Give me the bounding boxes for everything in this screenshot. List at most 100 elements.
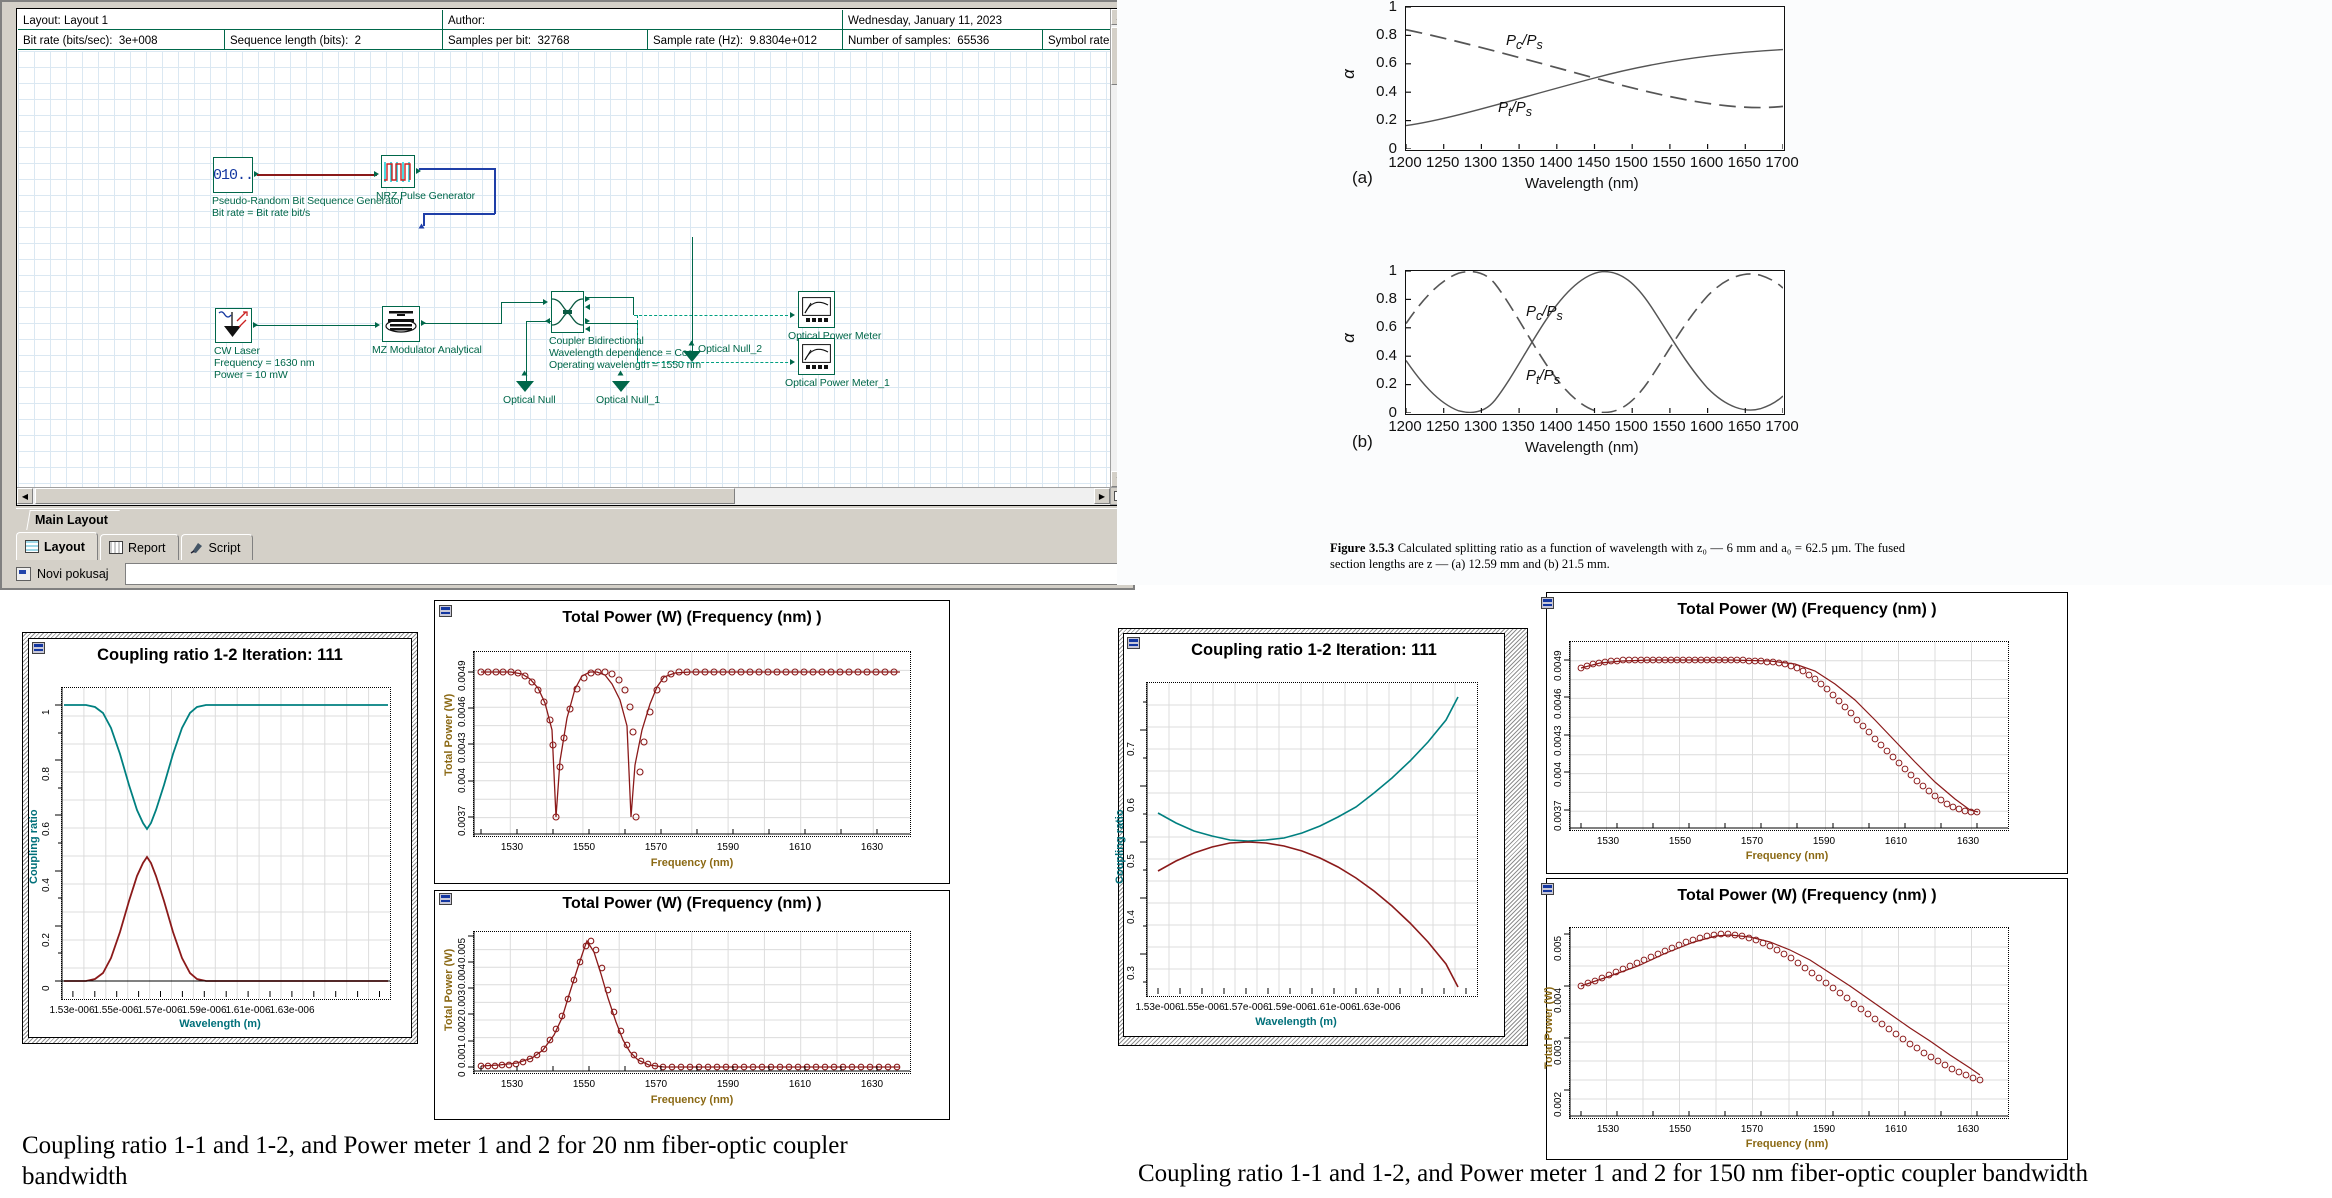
field-layout: Layout: Layout 1 <box>18 10 443 29</box>
tp150-2-xtick-1630: 1630 <box>1956 1124 1980 1135</box>
view-mode-tabs[interactable]: Layout Report Script <box>16 532 346 560</box>
project-icon <box>16 567 31 581</box>
field-sample-rate-value: 9.8304e+012 <box>749 34 817 47</box>
tp150-1-grid <box>1570 642 2008 830</box>
tp150-1-ytick-0049: 0.0049 <box>1553 650 1564 681</box>
optical-null-input-port <box>521 370 528 376</box>
tp150-2-xtick-1610: 1610 <box>1884 1124 1908 1135</box>
coupling-150nm-yaxis <box>1140 683 1148 996</box>
coupling-150nm-curves <box>1157 696 1459 988</box>
coupler-output-port-1 <box>585 296 590 302</box>
scroll-left-button[interactable]: ◀ <box>17 488 33 504</box>
tab-script[interactable]: Script <box>180 534 254 560</box>
tab-report[interactable]: Report <box>99 534 179 560</box>
panel-b-curves <box>1406 271 1783 413</box>
layout-tab-strip[interactable]: Main Layout <box>16 508 1129 530</box>
tp20-1-ytick-0049: 0.0049 <box>457 660 468 691</box>
schematic-canvas[interactable]: 010.. Pseudo-Random Bit Sequence Generat… <box>18 51 1110 487</box>
tp20-2-xtick-1590: 1590 <box>716 1079 740 1090</box>
component-nrz[interactable]: NRZ Pulse Generator <box>376 155 475 202</box>
figure-panel-a: Pc/Ps Pt/Ps 1 0.8 0.6 0.4 0.2 0 α 1200 1… <box>1330 0 1840 250</box>
panel-a-ytick-1: 1 <box>1388 0 1397 15</box>
panel-a-xtick-1300: 1300 <box>1463 154 1498 171</box>
component-optical-power-meter[interactable]: Optical Power Meter <box>788 291 881 342</box>
graph-window-total-power-20nm-1[interactable]: Total Power (W) (Frequency (nm) ) <box>434 600 950 884</box>
panel-a-label-pt: Pt/Ps <box>1498 99 1532 119</box>
tp20-1-xtick-1550: 1550 <box>572 842 596 853</box>
tp20-1-title: Total Power (W) (Frequency (nm) ) <box>562 609 822 626</box>
hscroll-thumb[interactable] <box>35 488 735 504</box>
field-sequence-length: Sequence length (bits): 2 <box>225 30 443 49</box>
panel-a-ytick-02: 0.2 <box>1376 111 1397 128</box>
tp20-2-ytick-0: 0 <box>457 1071 468 1077</box>
component-prbs[interactable]: 010.. Pseudo-Random Bit Sequence Generat… <box>212 157 403 219</box>
tp150-1-xtick-1630: 1630 <box>1956 836 1980 847</box>
panel-b-xtick-1700: 1700 <box>1765 418 1799 435</box>
optical-power-meter-1-title: Optical Power Meter_1 <box>785 377 890 389</box>
graph-window-total-power-150nm-1[interactable]: Total Power (W) (Frequency (nm) ) <box>1541 592 2068 874</box>
scroll-right-button[interactable]: ▶ <box>1094 488 1110 504</box>
panel-a-xtick-1450: 1450 <box>1576 154 1611 171</box>
tp150-1-curve <box>1577 656 1981 816</box>
power-meter-input-port <box>790 312 795 318</box>
coupling-150nm-body: Coupling ratio 1-2 Iteration: 111 <box>1114 633 1505 1037</box>
coupling-20nm-xtick-1: 1.53e-006 <box>49 1005 95 1016</box>
panel-b-xlabel: Wavelength (nm) <box>1525 439 1639 456</box>
tp150-1-xlabel: Frequency (nm) <box>1745 850 1829 862</box>
tp150-2-ytick-0005: 0.005 <box>1553 935 1564 961</box>
graph-window-total-power-150nm-2[interactable]: Total Power (W) (Frequency (nm) ) <box>1541 878 2068 1160</box>
tab-layout[interactable]: Layout <box>16 532 98 560</box>
tp150-1-plot <box>1564 641 2009 831</box>
wire-mz-right <box>424 323 502 325</box>
graph-window-coupling-ratio-20nm[interactable]: Coupling ratio 1-2 Iteration: 111 <box>22 632 418 1044</box>
optical-null-2-icon <box>683 351 701 362</box>
component-cw-laser[interactable]: CW Laser Frequency = 1630 nm Power = 10 … <box>214 308 315 381</box>
panel-b-ytick-1: 1 <box>1388 262 1397 279</box>
panel-a-xtick-1400: 1400 <box>1539 154 1573 171</box>
coupling-20nm-xtick-5: 1.61e-006 <box>225 1005 271 1016</box>
field-bit-rate: Bit rate (bits/sec): 3e+008 <box>18 30 225 49</box>
component-mz-modulator[interactable]: MZ Modulator Analytical <box>372 306 482 356</box>
mz-modulator-title: MZ Modulator Analytical <box>372 344 482 356</box>
prbs-output-port <box>254 171 259 177</box>
textbook-figure-panel: Pc/Ps Pt/Ps 1 0.8 0.6 0.4 0.2 0 α 1200 1… <box>1117 0 2332 585</box>
optisystem-window: Layout: Layout 1 Author: Wednesday, Janu… <box>0 0 1135 590</box>
coupler-output-port-3 <box>585 318 590 324</box>
coupling-20nm-xtick-2: 1.55e-006 <box>93 1005 139 1016</box>
canvas-horizontal-scrollbar[interactable]: ◀ ▶ <box>17 487 1110 505</box>
graph-window-total-power-20nm-2[interactable]: Total Power (W) (Frequency (nm) ) <box>434 890 950 1120</box>
wire-nrz-to-mz <box>423 213 425 226</box>
coupling-20nm-ytick-02: 0.2 <box>41 933 52 947</box>
panel-a-xtick-1200: 1200 <box>1388 154 1422 171</box>
panel-b-xtick-1200: 1200 <box>1388 418 1422 435</box>
optical-null-1-icon <box>612 381 630 392</box>
tp20-2-body: Total Power (W) (Frequency (nm) ) <box>435 891 949 1119</box>
panel-b-ytick-08: 0.8 <box>1376 290 1397 307</box>
tp150-2-xtick-1570: 1570 <box>1740 1124 1764 1135</box>
tp20-2-xtick-1550: 1550 <box>572 1079 596 1090</box>
optisystem-layout-canvas[interactable]: Layout: Layout 1 Author: Wednesday, Janu… <box>16 8 1129 506</box>
graph-window-coupling-ratio-150nm[interactable]: Coupling ratio 1-2 Iteration: 111 <box>1114 628 1528 1046</box>
tp20-1-grid <box>474 652 910 836</box>
mz-modulation-port <box>418 223 425 229</box>
tp150-2-title: Total Power (W) (Frequency (nm) ) <box>1677 887 1937 904</box>
cw-laser-icon <box>215 308 252 343</box>
panel-a-ytick-06: 0.6 <box>1376 54 1397 71</box>
project-document-area[interactable] <box>124 563 1129 585</box>
coupling-20nm-xtick-6: 1.63e-006 <box>269 1005 315 1016</box>
tp150-1-ytick-0046: 0.0046 <box>1553 688 1564 719</box>
field-sample-rate-label: Sample rate (Hz): <box>653 34 744 47</box>
tab-main-layout[interactable]: Main Layout <box>26 510 120 530</box>
figure-caption-text: Calculated splitting ratio as a function… <box>1330 541 1905 571</box>
mz-output-port <box>421 320 426 326</box>
component-optical-power-meter-1[interactable]: Optical Power Meter_1 <box>785 338 890 389</box>
layout-info-row-1: Layout: Layout 1 Author: Wednesday, Janu… <box>18 10 1110 30</box>
field-layout-value: Layout 1 <box>63 14 109 27</box>
wire-nrz-down <box>494 168 496 214</box>
panel-b-xtick-1350: 1350 <box>1501 418 1535 435</box>
coupling-20nm-xlabel: Wavelength (m) <box>179 1018 261 1030</box>
tp150-1-xtick-1590: 1590 <box>1812 836 1836 847</box>
tp150-2-xtick-1550: 1550 <box>1668 1124 1692 1135</box>
component-coupler[interactable]: Coupler Bidirectional Wavelength depende… <box>545 291 701 371</box>
wire-mz-up <box>501 302 503 324</box>
